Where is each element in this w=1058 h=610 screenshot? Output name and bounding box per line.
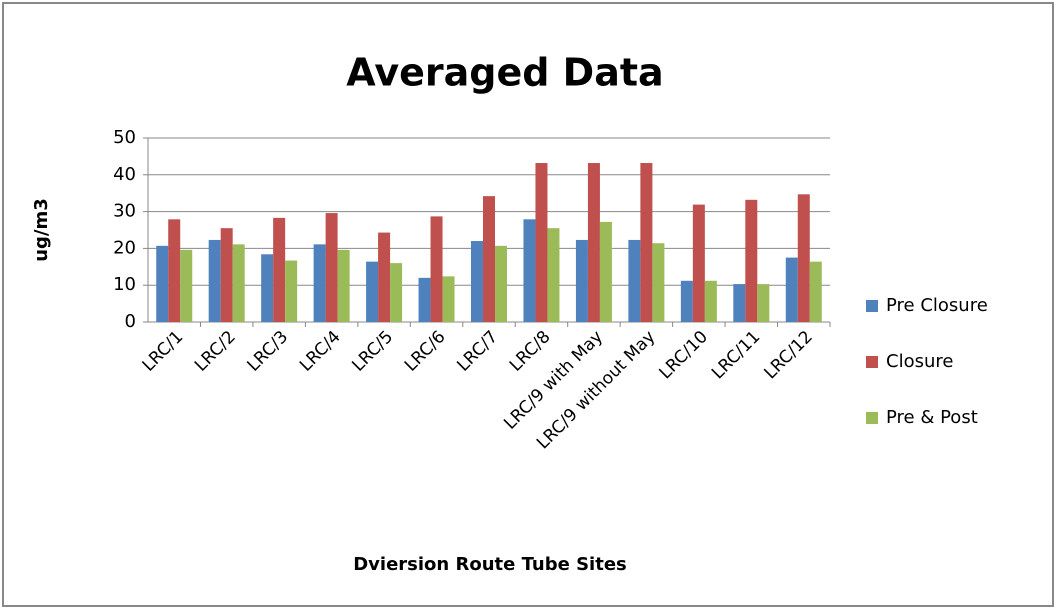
bar [430, 216, 443, 322]
legend-label: Pre & Post [886, 407, 978, 428]
bar [337, 249, 350, 322]
bar [652, 243, 665, 322]
bar [442, 276, 455, 322]
legend-label: Closure [886, 351, 953, 372]
y-tick-label: 50 [113, 127, 136, 148]
bar [261, 254, 274, 322]
legend-label: Pre Closure [886, 295, 988, 316]
bar [208, 239, 221, 322]
bar [285, 260, 298, 322]
bar [156, 245, 169, 322]
bar [680, 280, 693, 322]
y-tick-label: 40 [113, 164, 136, 185]
bar [471, 241, 483, 322]
bar [745, 199, 758, 322]
bar [483, 196, 495, 322]
bar [390, 263, 403, 322]
bar [640, 163, 653, 322]
bar [378, 232, 391, 322]
bar [809, 261, 822, 322]
y-axis-label: ug/m3 [31, 198, 52, 262]
bar [366, 261, 379, 322]
legend-swatch [866, 300, 878, 312]
bar [757, 284, 770, 322]
bar [535, 163, 548, 322]
y-tick-label: 20 [113, 237, 136, 258]
y-tick-label: 10 [113, 274, 136, 295]
bar [733, 284, 746, 322]
bar [575, 239, 588, 322]
bar [273, 217, 286, 322]
bar [232, 244, 245, 322]
x-axis-label: Dviersion Route Tube Sites [353, 554, 627, 575]
y-tick-label: 0 [125, 311, 136, 332]
legend-swatch [866, 356, 878, 368]
chart-title: Averaged Data [346, 51, 663, 95]
bar [628, 239, 641, 322]
bar [785, 257, 798, 322]
legend-swatch [866, 412, 878, 424]
bar [587, 163, 600, 322]
bar [220, 228, 233, 322]
bar [418, 277, 431, 322]
bar [180, 249, 193, 322]
bar [797, 194, 810, 322]
bar [523, 219, 536, 322]
bar [547, 228, 560, 322]
bar [692, 204, 705, 322]
bar [313, 244, 326, 322]
bar [325, 213, 338, 322]
bar [495, 245, 507, 322]
bar [704, 280, 717, 322]
y-tick-label: 30 [113, 201, 136, 222]
bar [599, 221, 612, 322]
bar [168, 219, 181, 322]
